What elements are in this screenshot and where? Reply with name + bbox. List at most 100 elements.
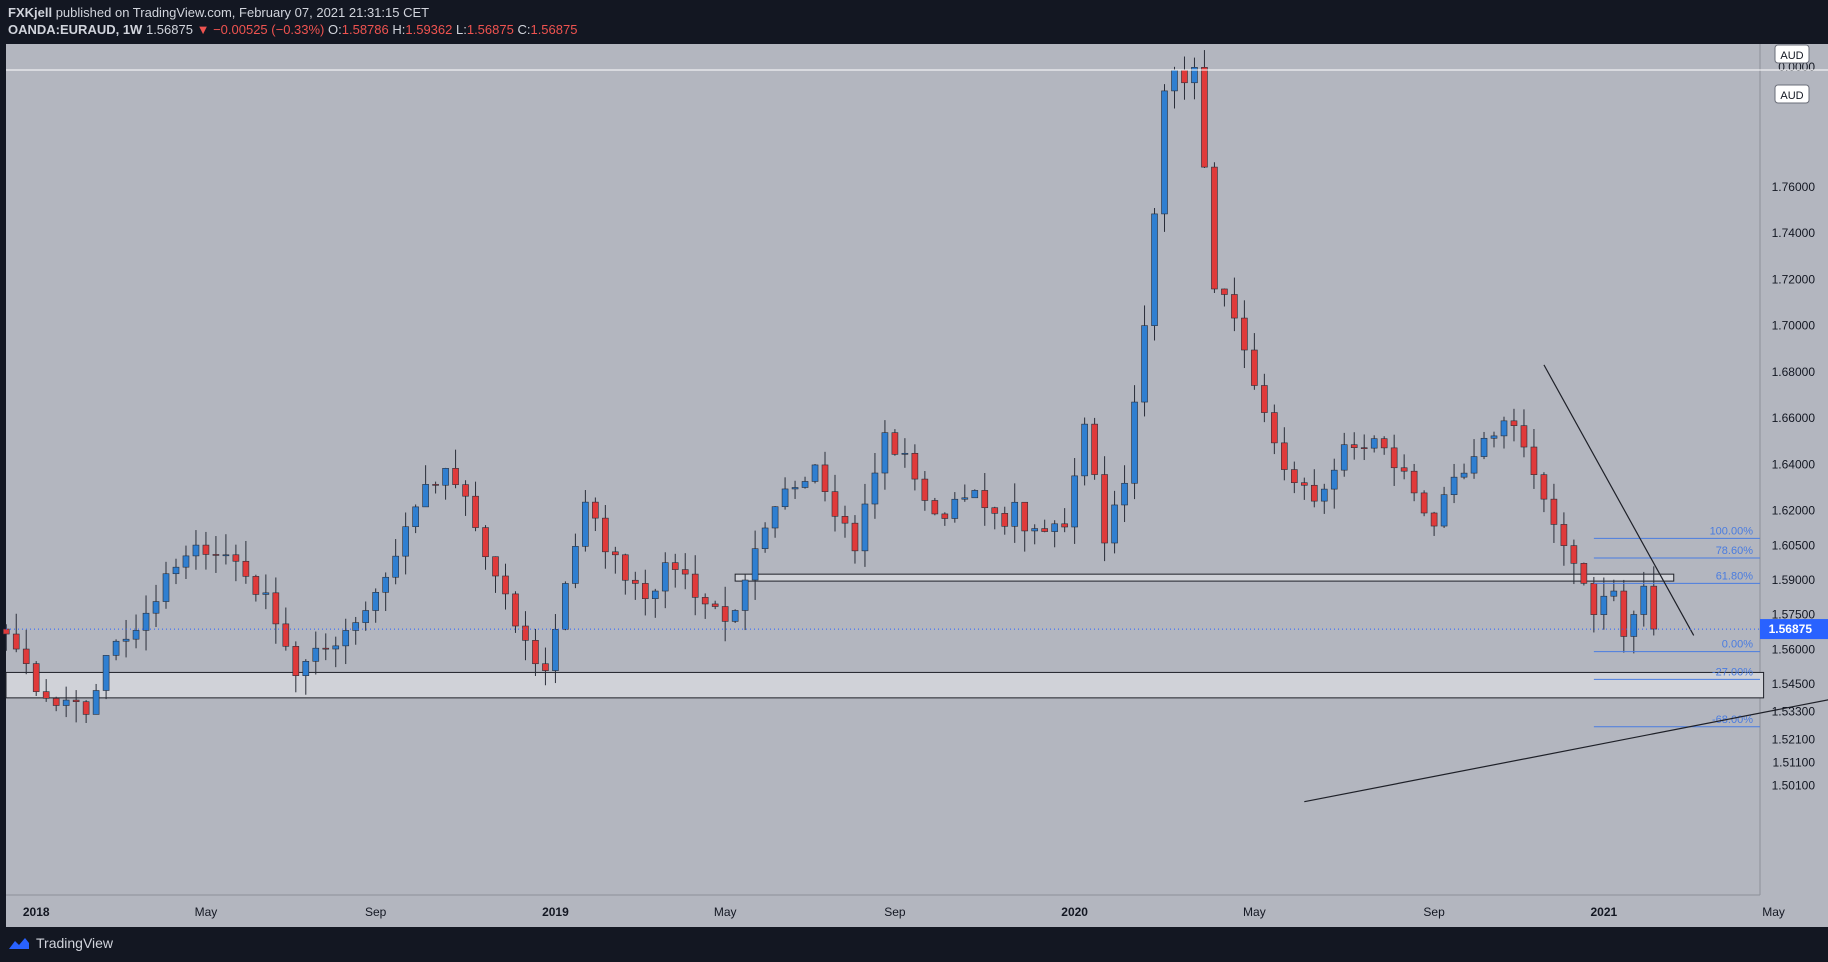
candle-body[interactable] [452,468,459,485]
candle-body[interactable] [1400,467,1408,472]
candle-body[interactable] [302,661,310,676]
candle-body[interactable] [1460,472,1468,478]
candle-body[interactable] [1271,412,1278,444]
candle-body[interactable] [1251,349,1258,386]
symbol-label[interactable]: OANDA:EURAUD, 1W [8,22,143,37]
candle-body[interactable] [1520,425,1528,448]
candle-body[interactable] [342,630,350,647]
candle-body[interactable] [881,432,889,474]
candle-body[interactable] [981,490,989,509]
candle-body[interactable] [72,699,80,702]
candle-body[interactable] [1241,317,1248,351]
candle-body[interactable] [941,513,949,519]
candle-body[interactable] [1560,524,1568,546]
candle-body[interactable] [1300,482,1308,486]
candle-body[interactable] [701,597,709,605]
time-axis[interactable] [6,895,1828,927]
candle-body[interactable] [582,501,589,547]
candle-body[interactable] [322,647,330,650]
candle-body[interactable] [1510,420,1518,426]
candle-body[interactable] [821,464,829,492]
candle-body[interactable] [901,452,909,455]
candle-body[interactable] [1281,442,1288,470]
trendline[interactable] [1543,364,1695,636]
candle-body[interactable] [831,491,839,517]
candle-body[interactable] [392,555,399,578]
candle-body[interactable] [1350,444,1358,448]
candle-body[interactable] [462,484,469,497]
candle-body[interactable] [1370,438,1378,449]
candle-body[interactable] [1430,512,1438,527]
candle-body[interactable] [32,663,40,692]
resistance-zone[interactable] [734,573,1675,582]
candle-body[interactable] [1081,423,1088,477]
candle-body[interactable] [262,592,270,595]
candle-body[interactable] [751,548,759,581]
candle-body[interactable] [1021,501,1029,532]
candle-body[interactable] [871,472,879,505]
candle-body[interactable] [522,625,529,641]
candle-body[interactable] [1530,446,1538,475]
candle-body[interactable] [991,507,999,514]
candle-body[interactable] [841,516,849,524]
candle-body[interactable] [212,554,220,556]
candle-body[interactable] [92,690,100,715]
trendline[interactable] [1304,602,1828,803]
candle-body[interactable] [641,583,649,600]
candle-body[interactable] [292,646,300,676]
candle-body[interactable] [1590,583,1598,615]
candle-body[interactable] [332,645,340,650]
candle-body[interactable] [681,569,689,575]
candle-body[interactable] [602,517,609,553]
candle-body[interactable] [142,612,150,631]
candle-body[interactable] [102,655,110,691]
candle-body[interactable] [492,556,499,577]
candle-body[interactable] [382,576,389,593]
candle-body[interactable] [1031,528,1038,532]
candle-body[interactable] [1610,590,1618,597]
candle-body[interactable] [472,495,479,528]
candle-body[interactable] [1221,288,1228,295]
candle-body[interactable] [721,606,729,622]
candle-body[interactable] [731,610,739,622]
candle-body[interactable] [1500,420,1508,437]
candle-body[interactable] [1650,585,1658,630]
candle-body[interactable] [1121,482,1128,506]
candle-body[interactable] [1261,385,1268,413]
candle-body[interactable] [192,544,200,557]
candle-body[interactable] [1580,563,1588,584]
candle-body[interactable] [22,648,30,664]
candle-body[interactable] [1570,545,1578,564]
candle-body[interactable] [62,699,70,706]
candle-body[interactable] [242,560,250,577]
candle-body[interactable] [282,623,290,647]
candle-body[interactable] [1490,435,1498,439]
candle-body[interactable] [1191,67,1198,84]
candle-body[interactable] [781,488,789,508]
candle-body[interactable] [1181,69,1188,84]
candle-body[interactable] [1320,488,1328,502]
candle-body[interactable] [861,503,869,552]
candle-body[interactable] [442,468,449,486]
candle-body[interactable] [562,583,569,630]
candle-body[interactable] [1051,523,1058,532]
candle-body[interactable] [432,484,439,486]
candle-body[interactable] [1231,294,1238,319]
candle-body[interactable] [921,478,929,501]
candle-body[interactable] [711,603,719,607]
candle-body[interactable] [252,576,260,595]
candle-body[interactable] [182,555,190,568]
candle-body[interactable] [961,497,969,500]
candle-body[interactable] [482,527,489,558]
candle-body[interactable] [1310,484,1318,502]
candle-body[interactable] [851,522,859,552]
candle-body[interactable] [172,566,180,575]
candle-body[interactable] [1091,423,1098,475]
candle-body[interactable] [811,464,819,482]
candle-body[interactable] [572,546,579,584]
candle-body[interactable] [1470,456,1478,474]
candle-body[interactable] [1450,476,1458,495]
candle-body[interactable] [352,622,360,631]
tradingview-logo[interactable]: TradingView [8,935,113,951]
support-zone[interactable] [5,671,1765,699]
